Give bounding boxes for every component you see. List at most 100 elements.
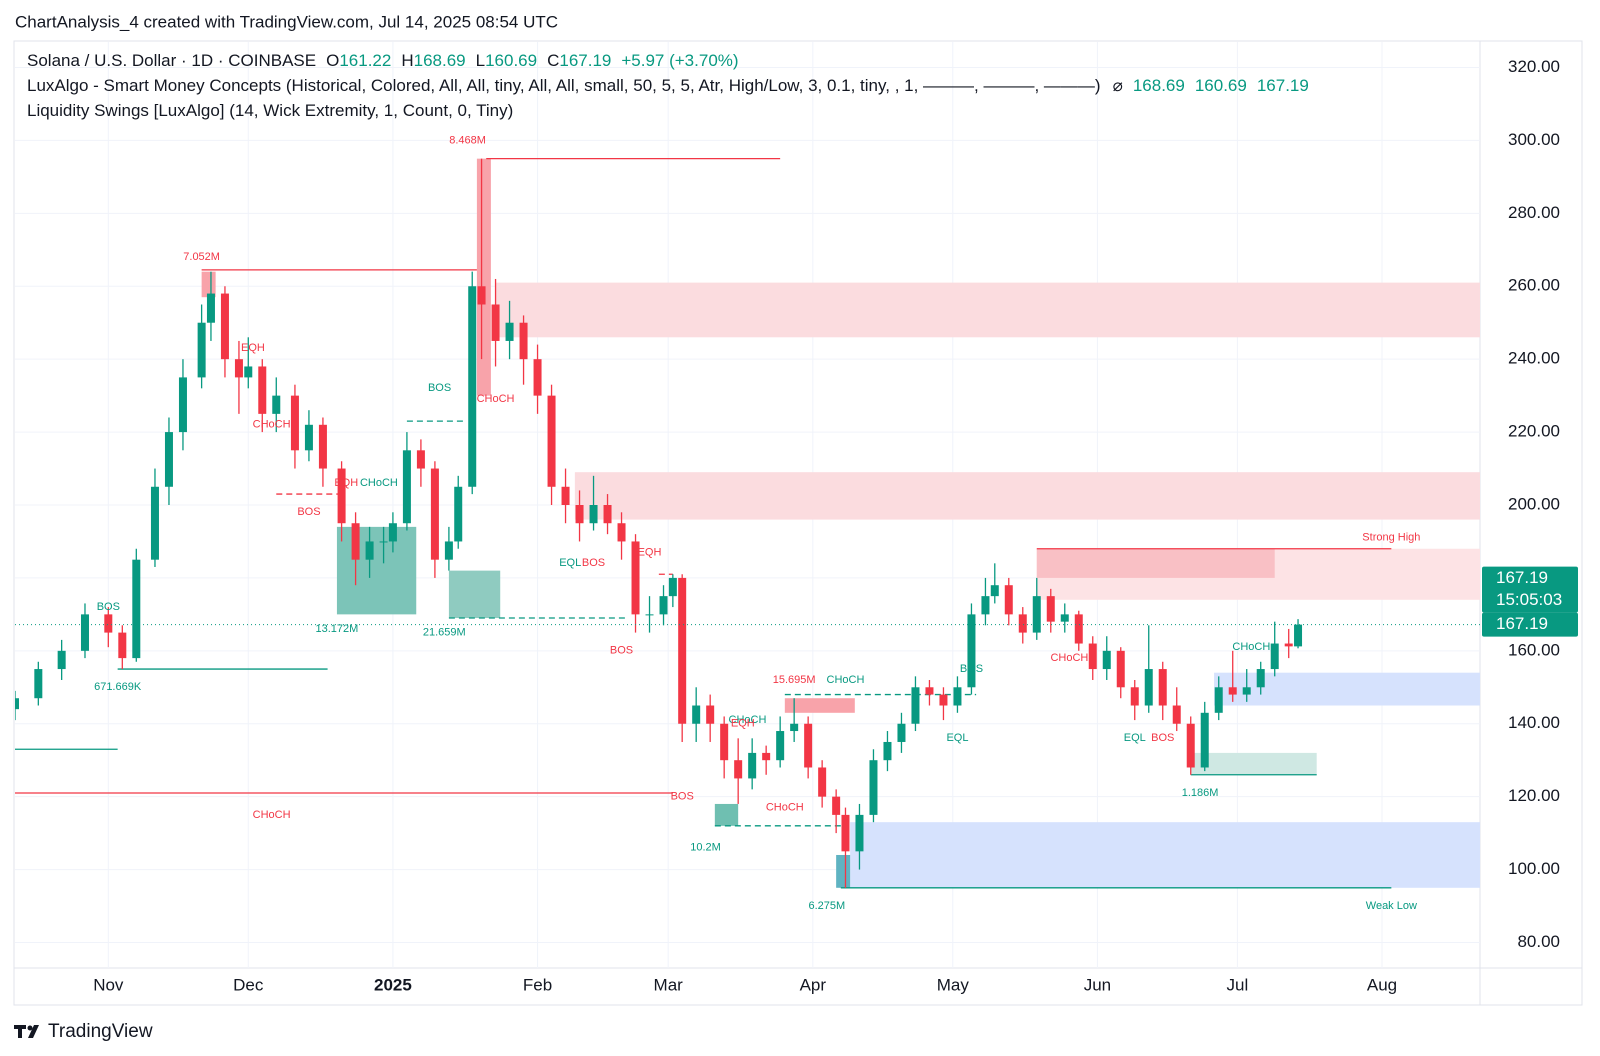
candle-body (668, 577, 677, 597)
candle-body (1018, 614, 1027, 633)
candle-body (150, 486, 159, 560)
y-tick-label: 320.00 (1508, 57, 1560, 76)
annotation: EQL (946, 732, 968, 744)
candle-body (645, 614, 654, 616)
zone (574, 472, 1480, 520)
candle-body (659, 596, 668, 615)
candle-body (575, 505, 584, 524)
axes: 80.00100.00120.00140.00160.00180.00200.0… (93, 57, 1578, 994)
candle-body (990, 585, 999, 597)
candle-body (164, 432, 173, 487)
candle-body (925, 687, 934, 695)
x-tick-label: Aug (1367, 975, 1397, 994)
candle-body (290, 395, 299, 451)
ohlc-key: H (401, 51, 413, 70)
annotation: CHoCH (1232, 641, 1270, 653)
x-tick-label: Mar (654, 975, 684, 994)
candle-body (197, 322, 206, 378)
candle-body (1294, 624, 1303, 647)
candle-body (178, 377, 187, 433)
candle-body (337, 468, 346, 524)
candle-body (804, 723, 813, 768)
zone (836, 854, 851, 888)
indicator-value: 167.19 (1257, 76, 1309, 95)
candle-body (1270, 643, 1279, 670)
ohlc-key: C (547, 51, 559, 70)
price-countdown: 15:05:03 (1496, 590, 1562, 609)
header-title: ChartAnalysis_4 created with TradingView… (15, 12, 558, 31)
zone (784, 698, 855, 713)
candle-body (1214, 687, 1223, 713)
x-tick-label: 2025 (374, 975, 412, 994)
candle-body (220, 293, 229, 360)
ohlc-key: L (476, 51, 485, 70)
ohlc-value: 160.69 (485, 51, 537, 70)
x-tick-label: Dec (233, 975, 264, 994)
annotation: Strong High (1362, 532, 1420, 544)
annotation: EQH (638, 546, 662, 558)
candle-body (477, 286, 486, 305)
chart-frame (13, 40, 1583, 1006)
zone (1036, 548, 1275, 578)
candle-body (351, 523, 360, 560)
zone (850, 822, 1480, 888)
symbol-line: Solana / U.S. Dollar · 1D · COINBASE O161… (27, 51, 739, 70)
candle-body (1102, 650, 1111, 670)
candle-body (318, 424, 327, 469)
candle-body (444, 541, 453, 560)
indicator-line: Liquidity Swings [LuxAlgo] (14, Wick Ext… (27, 101, 513, 120)
indicator-line: LuxAlgo - Smart Money Concepts (Historic… (27, 76, 1309, 95)
y-tick-label: 200.00 (1508, 494, 1560, 513)
candle-body (883, 741, 892, 761)
candle-body (379, 541, 388, 543)
candle-body (1088, 643, 1097, 670)
candle-body (547, 395, 556, 487)
candle-body (561, 486, 570, 505)
candle-body (692, 705, 701, 724)
candle-body (939, 694, 948, 706)
annotation: 21.659M (423, 627, 466, 639)
annotation: CHoCH (253, 809, 291, 821)
candle-body (678, 577, 687, 724)
annotation: BOS (671, 791, 694, 803)
candle-body (1228, 687, 1237, 695)
candle-body (1032, 596, 1041, 633)
candle-body (104, 614, 113, 633)
candle-body (258, 366, 267, 414)
candle-body (272, 395, 281, 414)
indicator-value: 168.69 (1133, 76, 1185, 95)
logo-icon (14, 1025, 39, 1038)
footer-logo: TradingView (14, 1021, 153, 1042)
y-tick-label: 240.00 (1508, 349, 1560, 368)
candle-body (762, 752, 771, 761)
x-tick-label: Feb (523, 975, 552, 994)
candle-body (720, 723, 729, 761)
indicator-name: LuxAlgo - Smart Money Concepts (Historic… (27, 76, 1101, 95)
annotation: CHoCH (477, 393, 515, 405)
candle-body (1144, 669, 1153, 706)
zone (1214, 672, 1480, 706)
candle-body (132, 559, 141, 659)
price-tag-label: 167.19 (1496, 614, 1548, 633)
legend: Solana / U.S. Dollar · 1D · COINBASE O161… (27, 51, 1309, 120)
annotation: BOS (428, 382, 451, 394)
y-tick-label: 140.00 (1508, 713, 1560, 732)
annotation: CHoCH (827, 674, 865, 686)
annotation: 13.172M (316, 623, 359, 635)
candle-body (1256, 669, 1265, 688)
annotation: CHoCH (766, 801, 804, 813)
candle-body (80, 614, 89, 651)
candle-body (855, 814, 864, 852)
y-tick-label: 280.00 (1508, 203, 1560, 222)
candle-body (617, 523, 626, 542)
annotation: BOS (297, 506, 320, 518)
candle-body (365, 541, 374, 560)
candle-body (1046, 596, 1055, 622)
y-tick-label: 220.00 (1508, 422, 1560, 441)
ohlc-value: 161.22 (339, 51, 391, 70)
x-tick-label: Jul (1227, 975, 1249, 994)
candle-body (589, 505, 598, 524)
zone (495, 282, 1480, 338)
